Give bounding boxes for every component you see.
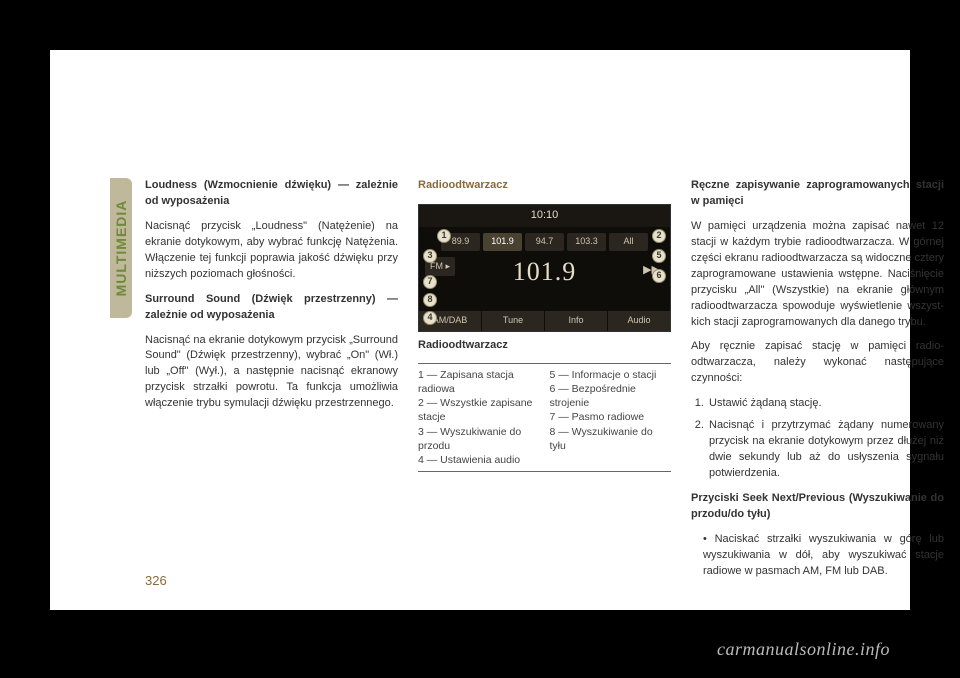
section-tab: MULTIMEDIA bbox=[110, 178, 132, 318]
manual-page: MULTIMEDIA Loudness (Wzmocnienie dźwięku… bbox=[50, 50, 910, 610]
seek-heading: Przyciski Seek Next/Previous (Wyszuki­wa… bbox=[691, 491, 944, 523]
manual-store-steps: Ustawić żądaną stację. Nacisnąć i przytr… bbox=[691, 396, 944, 482]
seek-bullets: Naciskać strzałki wyszukiwania w górę lu… bbox=[691, 532, 944, 580]
radio-clock: 10:10 bbox=[531, 208, 559, 224]
column-2: Radioodtwarzacz 10:10 89.9 101.9 94.7 10… bbox=[418, 178, 671, 586]
seek-bullet-1: Naciskać strzałki wyszukiwania w górę lu… bbox=[703, 532, 944, 580]
manual-store-heading: Ręczne zapisywanie zaprogramowanych stac… bbox=[691, 178, 944, 210]
column-1: Loudness (Wzmocnienie dźwięku) — za­leżn… bbox=[145, 178, 398, 586]
btn-info: Info bbox=[545, 311, 608, 331]
page-number: 326 bbox=[145, 573, 167, 588]
callout-7: 7 bbox=[423, 275, 437, 289]
legend-left: 1 — Zapisana stacja radiowa 2 — Wszystki… bbox=[418, 368, 540, 467]
callout-5: 5 bbox=[652, 249, 666, 263]
btn-tune: Tune bbox=[482, 311, 545, 331]
callout-3: 3 bbox=[423, 249, 437, 263]
surround-text: Nacisnąć na ekranie dotykowym przycisk „… bbox=[145, 333, 398, 413]
preset-4: 103.3 bbox=[567, 233, 606, 251]
step-2: Nacisnąć i przytrzymać żądany numero­wan… bbox=[707, 418, 944, 482]
callout-8: 8 bbox=[423, 293, 437, 307]
watermark: carmanualsonline.info bbox=[717, 639, 890, 660]
btn-audio: Audio bbox=[608, 311, 670, 331]
loudness-text: Nacisnąć przycisk „Loudness" (Natężenie)… bbox=[145, 219, 398, 283]
radio-caption: Radioodtwarzacz bbox=[418, 338, 671, 354]
radio-presets-row: 89.9 101.9 94.7 103.3 All bbox=[441, 233, 648, 251]
step-1: Ustawić żądaną stację. bbox=[707, 396, 944, 412]
page-content: Loudness (Wzmocnienie dźwięku) — za­leżn… bbox=[145, 178, 945, 586]
manual-store-p2: Aby ręcznie zapisać stację w pamięci rad… bbox=[691, 339, 944, 387]
section-tab-label: MULTIMEDIA bbox=[110, 178, 132, 318]
manual-store-p1: W pamięci urządzenia można zapisać nawet… bbox=[691, 219, 944, 331]
radio-section-title: Radioodtwarzacz bbox=[418, 178, 671, 194]
column-3: Ręczne zapisywanie zaprogramowanych stac… bbox=[691, 178, 944, 586]
callout-6: 6 bbox=[652, 269, 666, 283]
radio-topbar: 10:10 bbox=[419, 205, 670, 227]
radio-screenshot: 10:10 89.9 101.9 94.7 103.3 All FM ▸ 101… bbox=[418, 204, 671, 332]
callout-2: 2 bbox=[652, 229, 666, 243]
radio-frequency: 101.9 bbox=[419, 253, 670, 291]
loudness-heading: Loudness (Wzmocnienie dźwięku) — za­leżn… bbox=[145, 178, 398, 210]
radio-bottom-row: AM/DAB Tune Info Audio bbox=[419, 311, 670, 331]
surround-heading: Surround Sound (Dźwięk przestrzenny) — z… bbox=[145, 292, 398, 324]
callout-4: 4 bbox=[423, 311, 437, 325]
legend-right: 5 — Informacje o stacji 6 — Bezpośred­ni… bbox=[550, 368, 672, 467]
preset-2: 101.9 bbox=[483, 233, 522, 251]
callout-1: 1 bbox=[437, 229, 451, 243]
preset-3: 94.7 bbox=[525, 233, 564, 251]
callout-legend: 1 — Zapisana stacja radiowa 2 — Wszystki… bbox=[418, 363, 671, 472]
preset-all: All bbox=[609, 233, 648, 251]
